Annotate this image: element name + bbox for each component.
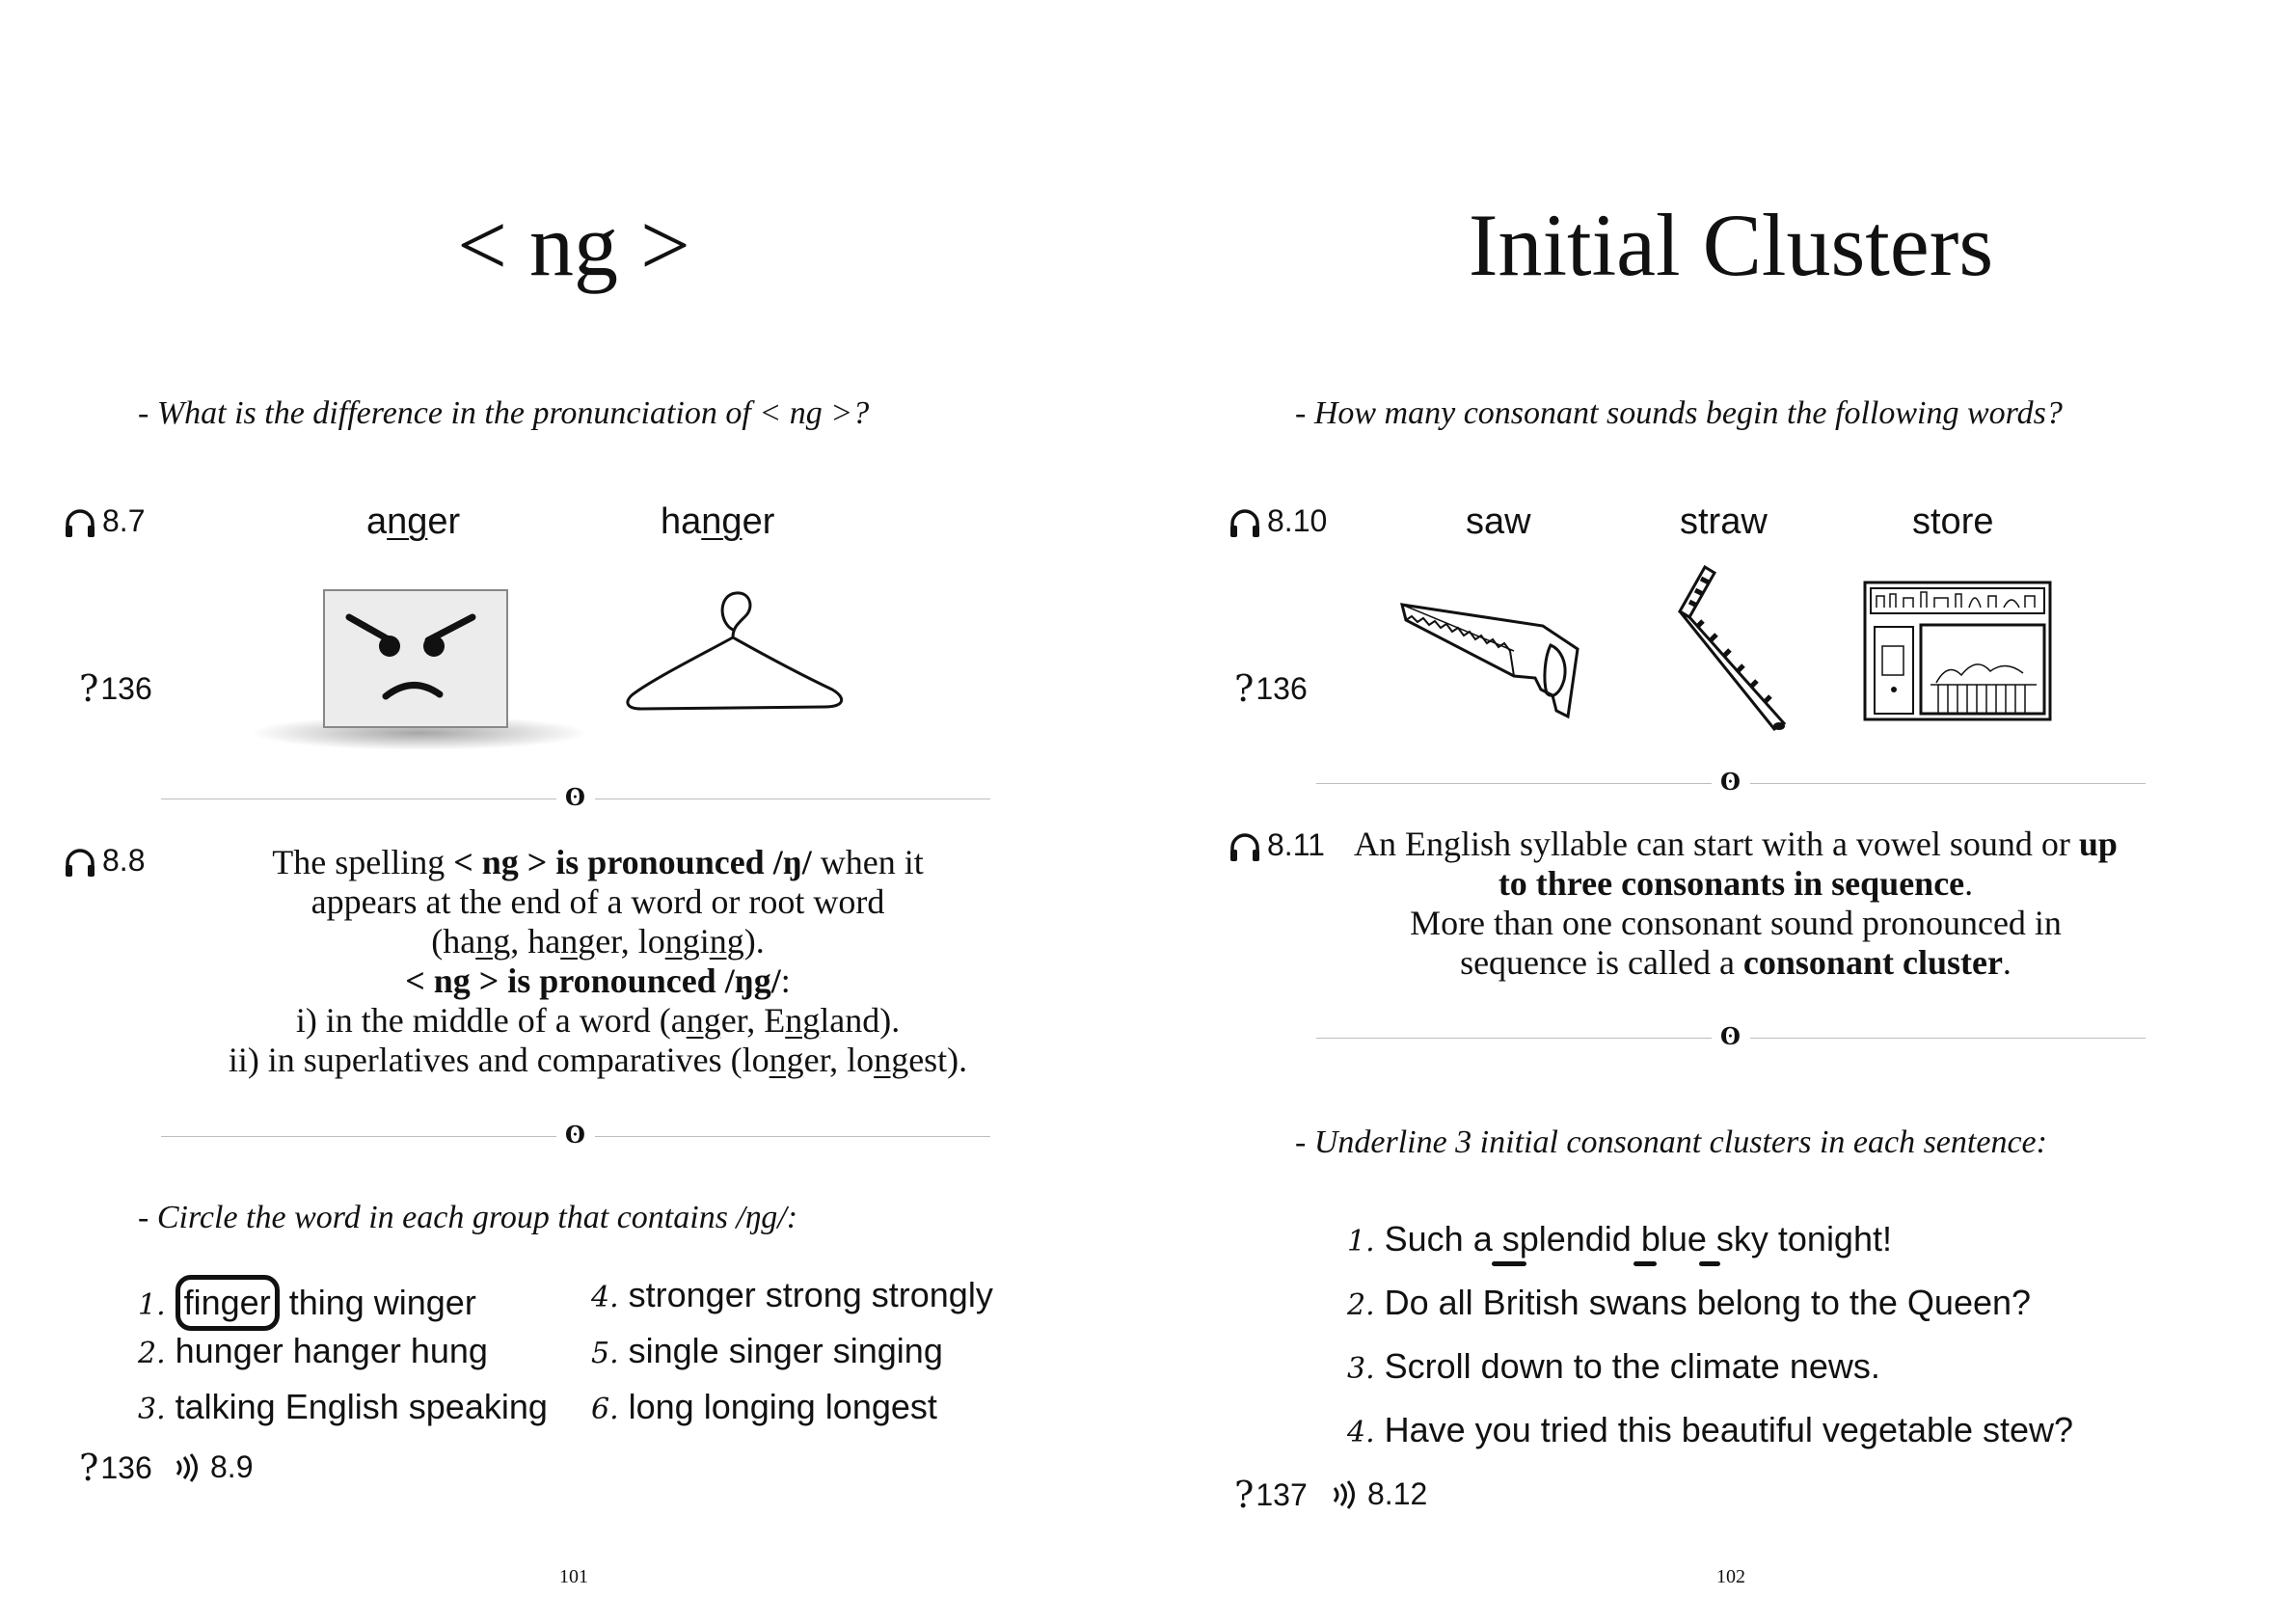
right-page: Initial Clusters - How many consonant so…	[1148, 0, 2295, 1624]
question-mark-icon: ?	[79, 1447, 98, 1489]
word-straw: straw	[1680, 501, 1768, 543]
angry-face-icon	[241, 579, 627, 752]
reference-137-footer[interactable]: ? 137	[1234, 1474, 1308, 1516]
text-segment: (ha	[431, 922, 475, 961]
word-hanger: hanger	[661, 501, 774, 543]
text-segment: ii) in superlatives and comparatives (lo	[229, 1041, 770, 1079]
divider-ornament: ʘ	[1720, 1022, 1741, 1050]
speaker-audio-8-12[interactable]: 8.12	[1331, 1476, 1427, 1512]
rule-line-3: More than one consonant sound pronounced…	[1340, 904, 2131, 943]
divider-2: ʘ	[1316, 1028, 2146, 1047]
instruction-2: - Circle the word in each group that con…	[138, 1200, 797, 1236]
ng-rule-paragraph: The spelling < ng > is pronounced /ŋ/ wh…	[174, 843, 1022, 1080]
underlined-ng: ng	[560, 922, 595, 961]
text-segment: , ha	[510, 922, 560, 961]
exercise-2: 2. hunger hanger hung	[138, 1331, 488, 1371]
rule-line-5: i) in the middle of a word (anger, Engla…	[174, 1001, 1022, 1041]
text-segment: land).	[820, 1001, 900, 1040]
rule-line-2: appears at the end of a word or root wor…	[174, 882, 1022, 922]
divider-ornament: ʘ	[1720, 768, 1741, 796]
headphones-icon	[1228, 828, 1261, 863]
speaker-waves-icon	[1331, 1480, 1358, 1509]
sentence-4: 4. Have you tried this beautiful vegetab…	[1347, 1410, 2073, 1450]
audio-track-label: 8.10	[1267, 503, 1327, 539]
text-segment: er, lo	[595, 922, 665, 961]
audio-track-label: 8.11	[1267, 827, 1325, 863]
audio-track-8-11[interactable]: 8.11	[1228, 827, 1325, 863]
underlined-ng: ng	[785, 1001, 820, 1040]
question-mark-icon: ?	[1234, 667, 1254, 710]
audio-track-label: 8.8	[102, 843, 145, 879]
page-number: 101	[0, 1566, 1148, 1588]
clusters-rule-paragraph: An English syllable can start with a vow…	[1340, 825, 2131, 983]
audio-track-label: 8.7	[102, 503, 145, 539]
page-title: Initial Clusters	[1148, 201, 2295, 289]
instruction-1: - What is the difference in the pronunci…	[138, 395, 869, 432]
sentence-3: 3. Scroll down to the climate news.	[1347, 1346, 1880, 1387]
headphones-icon	[1228, 504, 1261, 539]
rule-line-2: to three consonants in sequence.	[1340, 864, 2131, 904]
instruction-2: - Underline 3 initial consonant clusters…	[1295, 1124, 2047, 1161]
divider-1: ʘ	[1316, 773, 2146, 793]
reference-label: 136	[1256, 671, 1307, 707]
hanger-icon	[622, 583, 853, 718]
divider-2: ʘ	[161, 1126, 990, 1146]
rule-line-4: sequence is called a consonant cluster.	[1340, 943, 2131, 983]
audio-track-8-10[interactable]: 8.10	[1228, 503, 1327, 539]
word-anger: anger	[366, 501, 460, 543]
text-segment: est).	[908, 1041, 967, 1079]
rule-line-6: ii) in superlatives and comparatives (lo…	[174, 1041, 1022, 1080]
exercise-3: 3. talking English speaking	[138, 1387, 548, 1427]
sentence-1: 1. Such a splendid blue sky tonight!	[1347, 1219, 1892, 1259]
rule-line-1: An English syllable can start with a vow…	[1340, 825, 2131, 864]
audio-track-8-7[interactable]: 8.7	[64, 503, 145, 539]
text-segment: er, lo	[804, 1041, 875, 1079]
straw-icon	[1668, 559, 1813, 733]
reference-label: 136	[100, 671, 151, 707]
reference-136[interactable]: ? 136	[79, 667, 152, 710]
text-segment: i) in the middle of a word (a	[296, 1001, 687, 1040]
rule-line-1: The spelling < ng > is pronounced /ŋ/ wh…	[174, 843, 1022, 882]
speaker-waves-icon	[174, 1453, 201, 1482]
circled-word[interactable]: finger	[176, 1275, 280, 1331]
underline-mark-bl	[1634, 1261, 1657, 1266]
underlined-ng: ng	[687, 1001, 721, 1040]
sentence-2: 2. Do all British swans belong to the Qu…	[1347, 1283, 2031, 1323]
rule-line-3: (hang, hanger, longing).	[174, 922, 1022, 961]
saw-icon	[1398, 593, 1601, 723]
underlined-ng: ng	[475, 922, 510, 961]
divider-ornament: ʘ	[565, 783, 585, 811]
underlined-ng: ng	[770, 1041, 804, 1079]
underlined-ng: ng	[665, 922, 700, 961]
underline-mark-spl	[1492, 1261, 1526, 1266]
text-segment: er, E	[721, 1001, 786, 1040]
exercise-5: 5. single singer singing	[591, 1331, 943, 1371]
exercise-6: 6. long longing longest	[591, 1387, 937, 1427]
word-saw: saw	[1466, 501, 1531, 543]
reference-136[interactable]: ? 136	[1234, 667, 1308, 710]
underline-mark-sk	[1699, 1261, 1720, 1266]
page-title: < ng >	[0, 201, 1148, 289]
text-segment: i	[700, 922, 710, 961]
instruction-1: - How many consonant sounds begin the fo…	[1295, 395, 2063, 432]
exercise-4: 4. stronger strong strongly	[591, 1275, 993, 1315]
text-segment: ).	[744, 922, 765, 961]
underlined-ng: ng	[710, 922, 744, 961]
headphones-icon	[64, 844, 96, 879]
speaker-audio-8-9[interactable]: 8.9	[174, 1449, 253, 1485]
store-icon	[1861, 579, 2054, 723]
word-store: store	[1912, 501, 1993, 543]
divider-1: ʘ	[161, 789, 990, 808]
question-mark-icon: ?	[1234, 1474, 1254, 1516]
divider-ornament: ʘ	[565, 1121, 585, 1149]
question-mark-icon: ?	[79, 667, 98, 710]
underlined-ng: ng	[874, 1041, 908, 1079]
page-number: 102	[1148, 1566, 2295, 1588]
exercise-1: 1. finger thing winger	[138, 1275, 476, 1331]
headphones-icon	[64, 504, 96, 539]
audio-track-8-8[interactable]: 8.8	[64, 843, 145, 879]
left-page: < ng > - What is the difference in the p…	[0, 0, 1148, 1624]
reference-136-footer[interactable]: ? 136	[79, 1447, 152, 1489]
rule-line-4: < ng > is pronounced /ŋg/:	[174, 961, 1022, 1001]
